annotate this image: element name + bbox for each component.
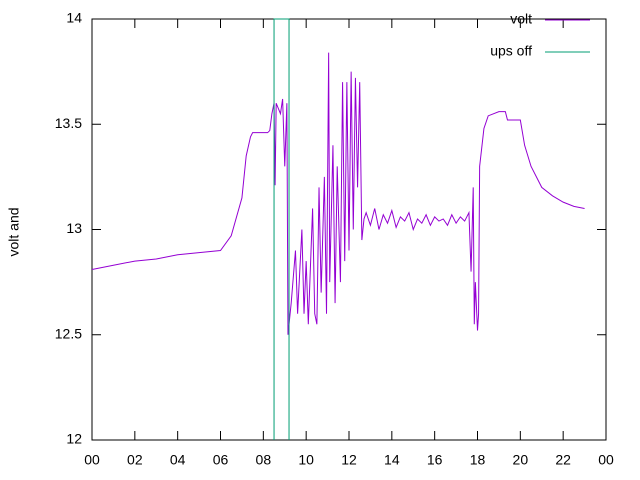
y-axis-label: volt and: [6, 207, 22, 256]
x-tick-label: 20: [513, 452, 529, 468]
y-tick-label: 12.5: [55, 325, 82, 341]
y-tick-label: 13.5: [55, 115, 82, 131]
x-tick-label: 06: [213, 452, 229, 468]
x-tick-label: 14: [384, 452, 400, 468]
plot-border: [91, 18, 607, 441]
x-tick-label: 08: [256, 452, 272, 468]
x-tick-label: 12: [341, 452, 357, 468]
y-tick-label: 14: [66, 10, 82, 26]
x-tick-label: 22: [555, 452, 571, 468]
x-tick-label: 02: [127, 452, 143, 468]
x-tick-label: 10: [298, 452, 314, 468]
y-tick-label: 12: [66, 431, 82, 447]
x-tick-label: 18: [470, 452, 486, 468]
x-tick-label: 00: [598, 452, 614, 468]
series-line: [91, 52, 585, 335]
x-tick-label: 16: [427, 452, 443, 468]
x-tick-label: 04: [170, 452, 186, 468]
x-tick-label: 00: [84, 452, 100, 468]
legend-label: volt: [510, 11, 532, 27]
series-line: [273, 18, 290, 440]
y-tick-label: 13: [66, 220, 82, 236]
legend-label: ups off: [490, 43, 532, 59]
